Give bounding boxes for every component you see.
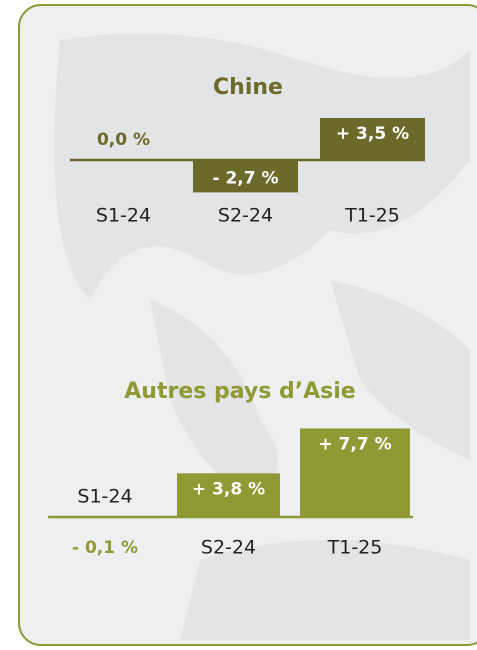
bar — [193, 160, 298, 193]
value-label: - 0,1 % — [72, 538, 138, 558]
value-label: + 7,7 % — [318, 434, 391, 454]
value-label: 0,0 % — [97, 130, 150, 150]
chart-title: Chine — [213, 75, 283, 100]
bar — [300, 428, 410, 517]
category-label: S1-24 — [77, 486, 132, 508]
category-label: T1-25 — [344, 205, 400, 227]
value-label: + 3,8 % — [192, 479, 265, 499]
bar — [177, 473, 280, 517]
category-label: S2-24 — [218, 205, 273, 227]
chart-title: Autres pays d’Asie — [124, 379, 355, 404]
map-background — [54, 33, 471, 640]
value-label: + 3,5 % — [336, 124, 409, 144]
bar — [320, 118, 425, 160]
category-label: S1-24 — [96, 205, 151, 227]
category-label: S2-24 — [201, 537, 256, 559]
value-label: - 2,7 % — [212, 168, 278, 188]
category-label: T1-25 — [327, 537, 383, 559]
